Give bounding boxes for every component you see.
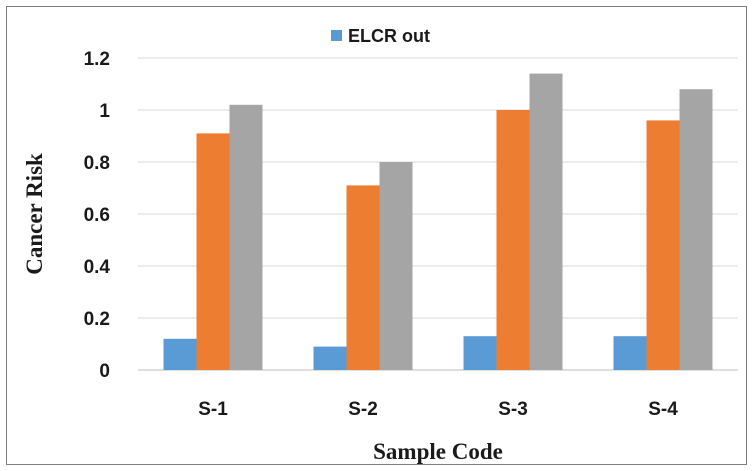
- x-tick-label: S-3: [498, 399, 528, 420]
- legend-swatch-elcr-out: [331, 30, 342, 41]
- bars: [163, 73, 713, 371]
- bar-s-3-series-2: [496, 110, 530, 370]
- y-tick-label: 0: [99, 361, 110, 382]
- bar-s-4-series-3: [679, 89, 713, 370]
- bar-s-3-series-1: [463, 336, 497, 370]
- y-tick-label: 0.2: [84, 309, 110, 330]
- y-axis-title: Cancer Risk: [22, 153, 47, 275]
- y-tick-labels: 0 0.2 0.4 0.6 0.8 1 1.2: [84, 49, 111, 382]
- y-tick-label: 0.8: [84, 153, 110, 174]
- bar-s-1-series-1: [163, 338, 197, 370]
- bar-s-4-series-2: [646, 120, 680, 371]
- bar-s-2-series-3: [379, 162, 413, 370]
- x-axis-title: Sample Code: [373, 439, 503, 464]
- bar-s-2-series-1: [313, 346, 347, 370]
- y-tick-label: 0.6: [84, 205, 110, 226]
- x-tick-label: S-4: [648, 399, 678, 420]
- x-tick-label: S-1: [198, 399, 228, 420]
- y-tick-label: 1.2: [84, 49, 110, 70]
- x-tick-label: S-2: [348, 399, 378, 420]
- bar-s-1-series-2: [196, 133, 230, 370]
- legend: ELCR out: [331, 26, 430, 46]
- bar-s-3-series-3: [529, 73, 563, 370]
- x-tick-labels: S-1 S-2 S-3 S-4: [198, 399, 678, 420]
- y-tick-label: 0.4: [84, 257, 111, 278]
- y-tick-label: 1: [99, 101, 110, 122]
- bar-s-2-series-2: [346, 185, 380, 370]
- legend-label-elcr-out: ELCR out: [348, 26, 430, 46]
- bar-s-4-series-1: [613, 336, 647, 370]
- bar-s-1-series-3: [229, 104, 263, 371]
